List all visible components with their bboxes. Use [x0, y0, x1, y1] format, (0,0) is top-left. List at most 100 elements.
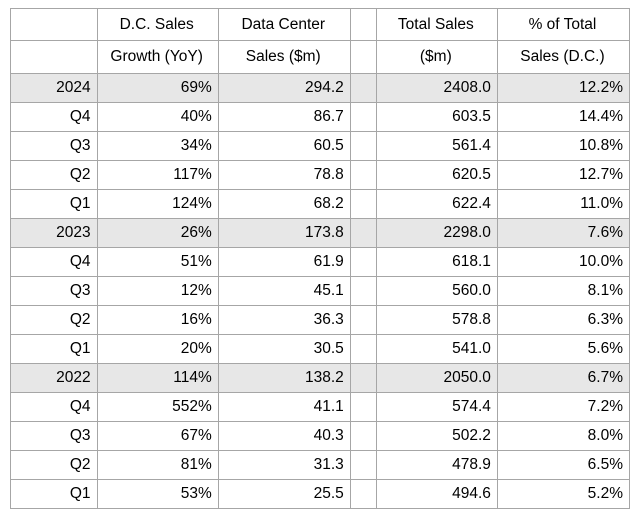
cell-pct-total: 6.3% — [497, 305, 629, 334]
cell-gap — [350, 189, 376, 218]
cell-total-sales: 502.2 — [376, 421, 497, 450]
col-subheader-growth: Growth (YoY) — [97, 41, 218, 73]
cell-total-sales: 541.0 — [376, 334, 497, 363]
cell-total-sales: 578.8 — [376, 305, 497, 334]
cell-pct-total: 10.0% — [497, 247, 629, 276]
cell-pct-total: 5.6% — [497, 334, 629, 363]
header-row-2: Growth (YoY) Sales ($m) ($m) Sales (D.C.… — [11, 41, 630, 73]
cell-growth: 16% — [97, 305, 218, 334]
cell-total-sales: 603.5 — [376, 102, 497, 131]
col-header-gap — [350, 9, 376, 41]
sales-table-container: D.C. Sales Data Center Total Sales % of … — [0, 0, 640, 529]
cell-gap — [350, 363, 376, 392]
cell-growth: 20% — [97, 334, 218, 363]
cell-growth: 117% — [97, 160, 218, 189]
col-header-period — [11, 9, 98, 41]
cell-total-sales: 2298.0 — [376, 218, 497, 247]
cell-gap — [350, 102, 376, 131]
cell-dc-sales: 41.1 — [218, 392, 350, 421]
cell-growth: 51% — [97, 247, 218, 276]
cell-total-sales: 560.0 — [376, 276, 497, 305]
cell-dc-sales: 61.9 — [218, 247, 350, 276]
cell-period: 2024 — [11, 73, 98, 102]
cell-period: Q4 — [11, 392, 98, 421]
table-row: Q367%40.3502.28.0% — [11, 421, 630, 450]
col-subheader-total-sales: ($m) — [376, 41, 497, 73]
sales-table: D.C. Sales Data Center Total Sales % of … — [10, 8, 630, 509]
cell-gap — [350, 218, 376, 247]
cell-pct-total: 10.8% — [497, 131, 629, 160]
cell-total-sales: 494.6 — [376, 479, 497, 508]
cell-period: 2023 — [11, 218, 98, 247]
cell-period: Q2 — [11, 305, 98, 334]
cell-gap — [350, 73, 376, 102]
table-row: 202469%294.22408.012.2% — [11, 73, 630, 102]
cell-dc-sales: 45.1 — [218, 276, 350, 305]
cell-dc-sales: 40.3 — [218, 421, 350, 450]
cell-period: Q3 — [11, 421, 98, 450]
cell-pct-total: 12.2% — [497, 73, 629, 102]
cell-pct-total: 8.1% — [497, 276, 629, 305]
table-row: Q334%60.5561.410.8% — [11, 131, 630, 160]
cell-gap — [350, 421, 376, 450]
table-head: D.C. Sales Data Center Total Sales % of … — [11, 9, 630, 74]
cell-period: Q3 — [11, 276, 98, 305]
cell-growth: 124% — [97, 189, 218, 218]
cell-dc-sales: 60.5 — [218, 131, 350, 160]
cell-growth: 552% — [97, 392, 218, 421]
cell-period: 2022 — [11, 363, 98, 392]
col-subheader-pct-total: Sales (D.C.) — [497, 41, 629, 73]
table-row: Q1124%68.2622.411.0% — [11, 189, 630, 218]
cell-period: Q1 — [11, 479, 98, 508]
table-row: Q153%25.5494.65.2% — [11, 479, 630, 508]
cell-dc-sales: 68.2 — [218, 189, 350, 218]
cell-period: Q4 — [11, 247, 98, 276]
table-row: Q2117%78.8 620.512.7% — [11, 160, 630, 189]
cell-pct-total: 14.4% — [497, 102, 629, 131]
table-row: Q312%45.1 560.08.1% — [11, 276, 630, 305]
col-header-pct-total: % of Total — [497, 9, 629, 41]
cell-period: Q2 — [11, 450, 98, 479]
col-header-dc-sales: Data Center — [218, 9, 350, 41]
cell-total-sales: 2050.0 — [376, 363, 497, 392]
table-row: Q216%36.3578.86.3% — [11, 305, 630, 334]
cell-period: Q1 — [11, 334, 98, 363]
col-subheader-gap — [350, 41, 376, 73]
cell-gap — [350, 334, 376, 363]
cell-gap — [350, 305, 376, 334]
cell-pct-total: 7.6% — [497, 218, 629, 247]
cell-total-sales: 478.9 — [376, 450, 497, 479]
cell-total-sales: 620.5 — [376, 160, 497, 189]
col-header-total-sales: Total Sales — [376, 9, 497, 41]
cell-gap — [350, 276, 376, 305]
table-row: 202326%173.8 2298.07.6% — [11, 218, 630, 247]
cell-gap — [350, 450, 376, 479]
col-subheader-dc-sales: Sales ($m) — [218, 41, 350, 73]
table-row: Q281%31.3478.96.5% — [11, 450, 630, 479]
cell-pct-total: 6.7% — [497, 363, 629, 392]
cell-growth: 26% — [97, 218, 218, 247]
cell-dc-sales: 294.2 — [218, 73, 350, 102]
cell-dc-sales: 173.8 — [218, 218, 350, 247]
col-header-growth: D.C. Sales — [97, 9, 218, 41]
cell-growth: 12% — [97, 276, 218, 305]
table-row: Q440%86.7603.514.4% — [11, 102, 630, 131]
cell-gap — [350, 160, 376, 189]
cell-dc-sales: 78.8 — [218, 160, 350, 189]
cell-period: Q2 — [11, 160, 98, 189]
cell-growth: 40% — [97, 102, 218, 131]
cell-growth: 81% — [97, 450, 218, 479]
cell-total-sales: 2408.0 — [376, 73, 497, 102]
cell-period: Q4 — [11, 102, 98, 131]
col-subheader-period — [11, 41, 98, 73]
cell-gap — [350, 479, 376, 508]
cell-gap — [350, 131, 376, 160]
table-row: 2022114%138.22050.06.7% — [11, 363, 630, 392]
cell-pct-total: 8.0% — [497, 421, 629, 450]
cell-pct-total: 11.0% — [497, 189, 629, 218]
cell-total-sales: 561.4 — [376, 131, 497, 160]
header-row-1: D.C. Sales Data Center Total Sales % of … — [11, 9, 630, 41]
cell-growth: 114% — [97, 363, 218, 392]
cell-pct-total: 12.7% — [497, 160, 629, 189]
table-body: 202469%294.22408.012.2%Q440%86.7603.514.… — [11, 73, 630, 508]
